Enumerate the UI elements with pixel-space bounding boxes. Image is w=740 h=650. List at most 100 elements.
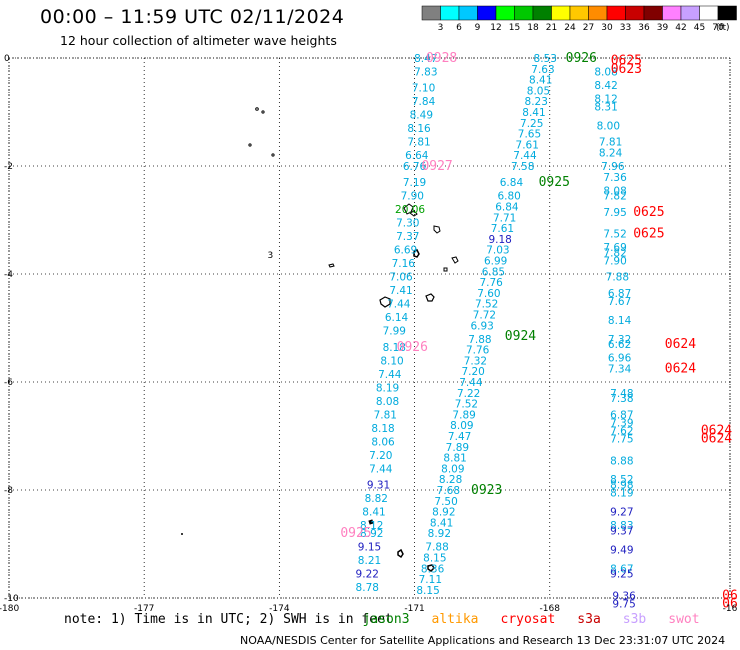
wave-height-value: 7.19 (403, 177, 426, 189)
wave-height-value: 7.84 (412, 96, 436, 108)
wave-height-value: 7.99 (383, 326, 406, 338)
island (271, 153, 275, 157)
wave-height-value: 7.69 (603, 242, 626, 254)
wave-height-value: 6.85 (482, 266, 505, 278)
colorbar-swatch (421, 5, 441, 21)
chart-subtitle: 12 hour collection of altimeter wave hei… (60, 33, 337, 48)
wave-height-value: 8.92 (432, 507, 455, 519)
colorbar-swatch (532, 5, 552, 21)
island (413, 248, 420, 258)
wave-height-value: 6.84 (495, 202, 519, 214)
colorbar-label: 18 (527, 23, 539, 33)
wave-height-value: 7.67 (608, 296, 631, 308)
wave-height-value: 7.76 (466, 345, 490, 357)
colorbar-swatch (495, 5, 515, 21)
satellite-jason3: jason3 (362, 612, 410, 627)
wave-height-value: 8.18 (371, 423, 394, 435)
colorbar-swatch (662, 5, 682, 21)
wave-height-value: 8.98 (610, 480, 633, 492)
legend-note-prefix: note: 1) Time is in UTC; 2) SWH is in fe… (64, 612, 393, 627)
wave-height-value: 7.63 (531, 64, 554, 76)
wave-height-value: 7.20 (369, 450, 392, 462)
wave-height-value: 7.68 (437, 485, 460, 497)
wave-height-value: 8.10 (380, 355, 403, 367)
colorbar-label: 6 (456, 23, 462, 33)
wave-height-value: 8.41 (529, 75, 552, 87)
y-tick-label: -2 (4, 162, 13, 172)
wave-height-value: 8.92 (360, 528, 383, 540)
wave-height-value: 8.00 (597, 121, 620, 133)
wave-height-value: 8.67 (610, 563, 633, 575)
y-tick-label: -4 (4, 270, 13, 280)
wave-height-value: 7.65 (518, 129, 541, 141)
wave-height-value: 8.23 (525, 96, 548, 108)
wave-height-value: 7.03 (486, 245, 509, 257)
colorbar-label: 39 (657, 23, 669, 33)
wave-height-value: 6.14 (385, 312, 409, 324)
colorbar-swatch (440, 5, 460, 21)
y-tick-label: 0 (4, 54, 10, 64)
wave-height-value: 9.25 (610, 569, 633, 581)
satellite-legend: jason3 altika cryosat s3a s3b swot (363, 612, 700, 627)
island (368, 519, 374, 525)
pass-time-label: 0624 (665, 362, 696, 377)
wave-height-value: 7.06 (389, 272, 413, 284)
island (433, 225, 441, 234)
wave-height-value: 6.69 (394, 245, 417, 257)
wave-height-value: 8.78 (356, 582, 379, 594)
island (261, 110, 265, 114)
wave-height-value: 8.14 (608, 315, 632, 327)
wave-height-value: 9.49 (610, 544, 633, 556)
satellite-s3b: s3b (622, 612, 647, 627)
wave-height-value: 7.83 (414, 67, 437, 79)
wave-height-value: 7.44 (387, 299, 411, 311)
chart-title: 00:00 – 11:59 UTC 02/11/2024 (40, 6, 345, 28)
wave-height-value: 20.06 (395, 204, 425, 216)
pass-time-label: 0625 (633, 227, 664, 242)
wave-height-value: 7.90 (401, 191, 424, 203)
pass-time-label: 0924 (505, 329, 536, 344)
colorbar-label: 30 (601, 23, 613, 33)
wave-height-value: 6.87 (610, 409, 633, 421)
graticule-grid (8, 57, 731, 599)
wave-height-value: 8.28 (439, 474, 462, 486)
wave-height-value: 8.49 (410, 110, 433, 122)
colorbar-swatch (699, 5, 719, 21)
satellite-swot: swot (668, 612, 700, 627)
wave-height-value: 7.41 (389, 285, 412, 297)
colorbar-label: 36 (638, 23, 650, 33)
wave-height-value: 9.75 (612, 598, 635, 610)
wave-height-value: 8.16 (407, 123, 431, 135)
wave-height-value: 6.96 (608, 353, 632, 365)
wave-height-value: 6.93 (470, 320, 493, 332)
colorbar-label: 9 (475, 23, 481, 33)
map-label: 3 (267, 251, 273, 261)
colorbar-swatch (606, 5, 626, 21)
wave-height-map: 3 6 9 12 15 18 21 24 27 30 33 36 39 42 45 70(ft) 8.477.… (0, 5, 738, 612)
wave-height-value: 6.99 (484, 256, 507, 268)
colorbar-label: 21 (546, 23, 557, 33)
wave-height-value: 7.58 (511, 161, 534, 173)
wave-height-value: 7.32 (464, 355, 487, 367)
colorbar-label: 3 (438, 23, 444, 33)
colorbar-swatch (477, 5, 497, 21)
wave-height-value: 6.76 (403, 161, 427, 173)
pass-time-label: 0625 (611, 54, 642, 69)
axis-ticks: -180 -177 -174 -171 -168 -16 0 -2 -4 -6 -8 -10 (0, 54, 738, 612)
x-tick-label: -16 (723, 604, 738, 612)
wave-height-value: 7.44 (513, 150, 537, 162)
wave-height-value: 8.88 (610, 455, 633, 467)
wave-height-value: 8.47 (414, 53, 437, 65)
wave-height-value: 6.87 (608, 288, 631, 300)
wave-height-value: 7.52 (475, 299, 498, 311)
colorbar-swatch (717, 5, 737, 21)
pass-time-label: 0624 (665, 337, 696, 352)
wave-height-value: 8.81 (443, 453, 466, 465)
wave-height-value: 6.80 (497, 191, 520, 203)
island (397, 548, 404, 559)
wave-height-value: 7.39 (610, 418, 633, 430)
island (403, 203, 414, 215)
wave-height-value: 9.27 (610, 507, 633, 519)
wave-height-value: 8.05 (527, 85, 550, 97)
wave-height-value: 7.61 (491, 223, 514, 235)
